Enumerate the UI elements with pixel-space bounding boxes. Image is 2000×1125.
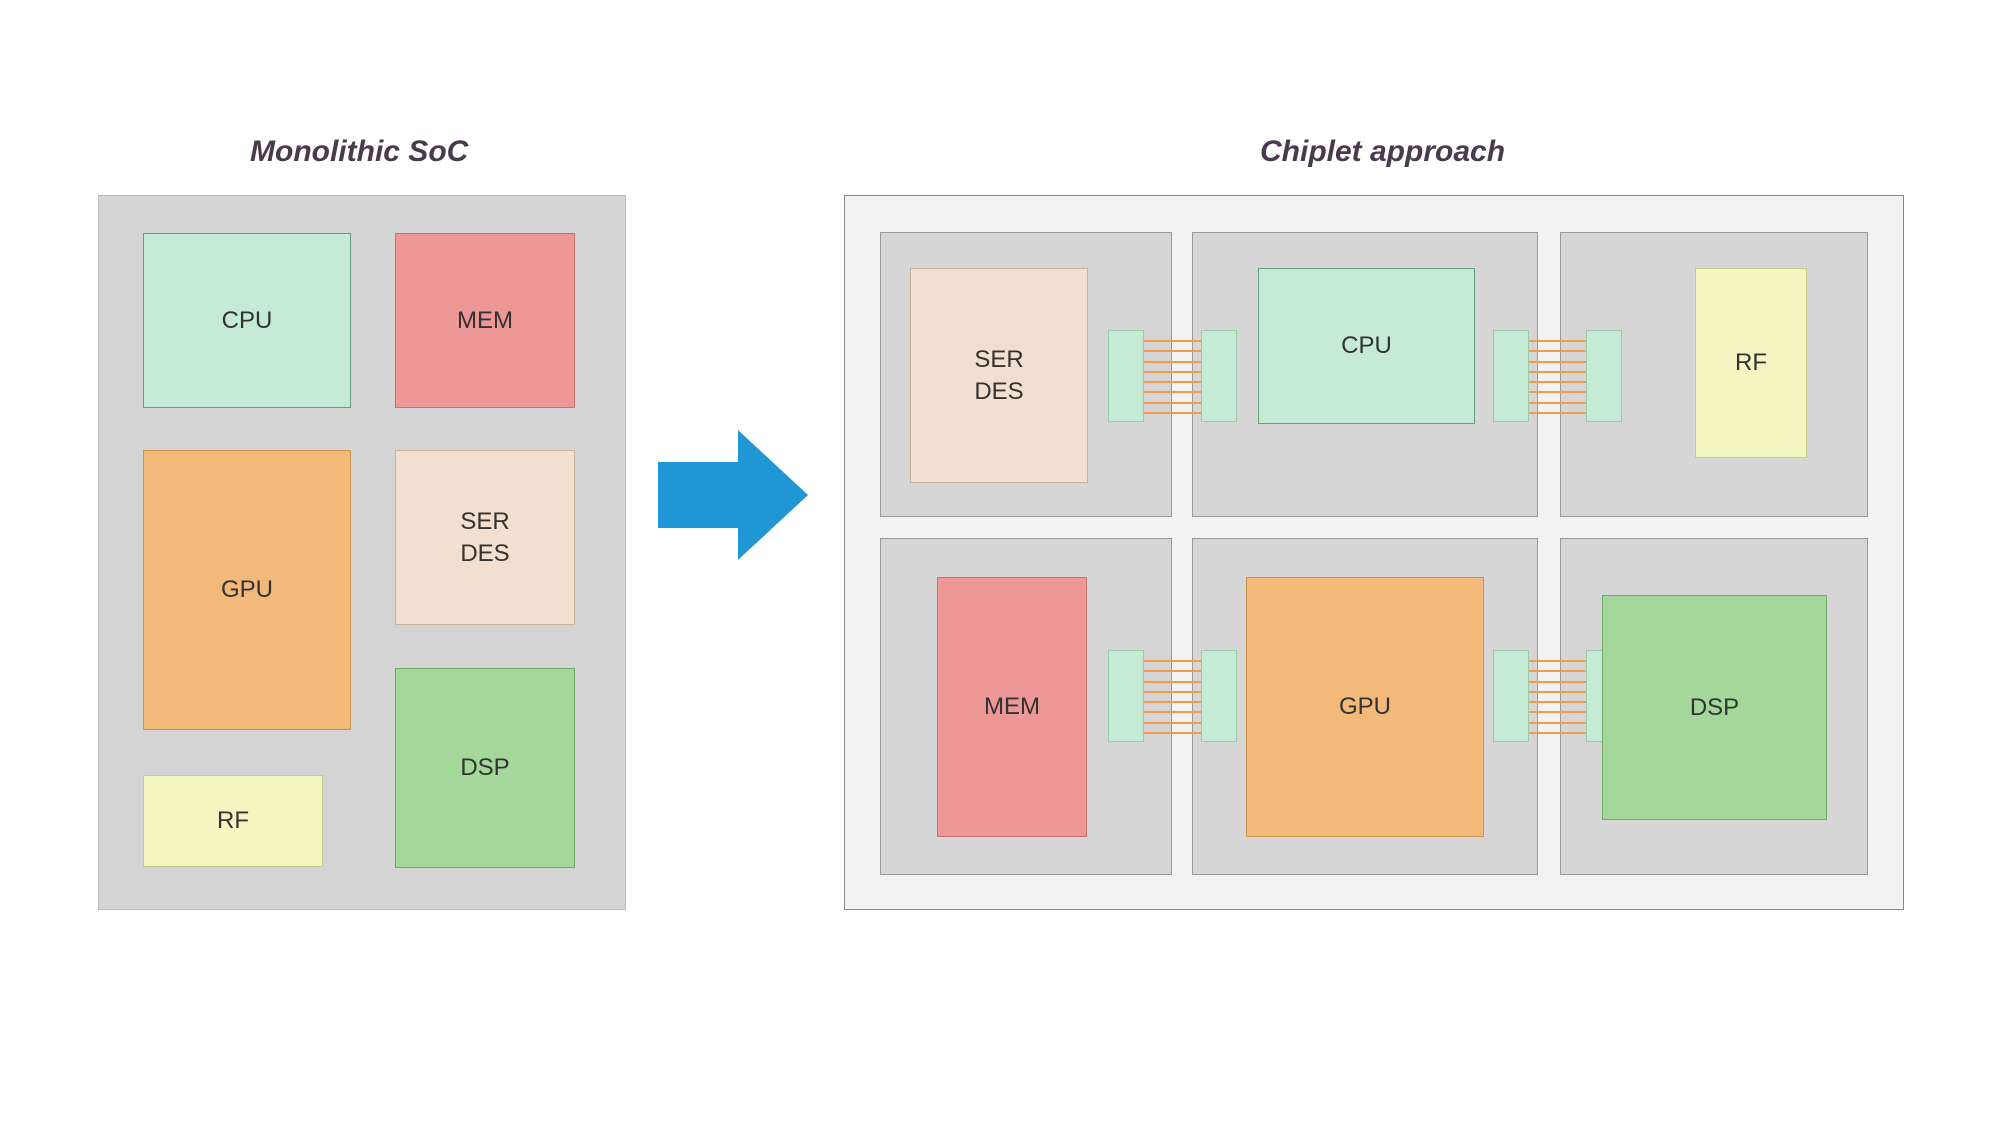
chiplet-rf-block: RF — [1695, 268, 1807, 458]
title-chiplet: Chiplet approach — [1260, 135, 1505, 169]
connector-line — [1142, 701, 1203, 703]
connector-line — [1527, 691, 1588, 693]
connector-pad — [1201, 330, 1237, 422]
connector-line — [1527, 711, 1588, 713]
connector-line — [1142, 381, 1203, 383]
connector-line — [1142, 402, 1203, 404]
connector-line — [1527, 361, 1588, 363]
connector-line — [1527, 722, 1588, 724]
connector-pad — [1201, 650, 1237, 742]
mono-gpu-block: GPU — [143, 450, 351, 730]
connector-line — [1527, 340, 1588, 342]
connector-line — [1142, 670, 1203, 672]
connector-line — [1527, 701, 1588, 703]
connector-line — [1142, 660, 1203, 662]
arrow-icon — [658, 430, 808, 560]
mono-serdes-block: SER DES — [395, 450, 575, 625]
connector-line — [1527, 670, 1588, 672]
mono-dsp-block: DSP — [395, 668, 575, 868]
connector-line — [1527, 371, 1588, 373]
mono-mem-block: MEM — [395, 233, 575, 408]
mono-cpu-block: CPU — [143, 233, 351, 408]
connector-line — [1527, 412, 1588, 414]
connector-pad — [1108, 650, 1144, 742]
connector-line — [1142, 350, 1203, 352]
chiplet-serdes-block: SER DES — [910, 268, 1088, 483]
connector-line — [1142, 732, 1203, 734]
connector-line — [1142, 361, 1203, 363]
connector-line — [1527, 732, 1588, 734]
connector-pad — [1586, 330, 1622, 422]
chiplet-cpu-block: CPU — [1258, 268, 1475, 424]
title-monolithic: Monolithic SoC — [250, 135, 468, 169]
connector-line — [1142, 391, 1203, 393]
connector-line — [1142, 371, 1203, 373]
connector-line — [1142, 711, 1203, 713]
connector-line — [1527, 350, 1588, 352]
connector-pad — [1108, 330, 1144, 422]
connector-pad — [1493, 330, 1529, 422]
connector-line — [1142, 722, 1203, 724]
connector-pad — [1493, 650, 1529, 742]
chiplet-gpu-block: GPU — [1246, 577, 1484, 837]
connector-line — [1142, 691, 1203, 693]
connector-line — [1142, 412, 1203, 414]
connector-line — [1527, 681, 1588, 683]
connector-line — [1142, 681, 1203, 683]
connector-line — [1527, 660, 1588, 662]
chiplet-dsp-block: DSP — [1602, 595, 1827, 820]
connector-line — [1527, 391, 1588, 393]
mono-rf-block: RF — [143, 775, 323, 867]
connector-line — [1142, 340, 1203, 342]
connector-line — [1527, 402, 1588, 404]
connector-line — [1527, 381, 1588, 383]
chiplet-mem-block: MEM — [937, 577, 1087, 837]
